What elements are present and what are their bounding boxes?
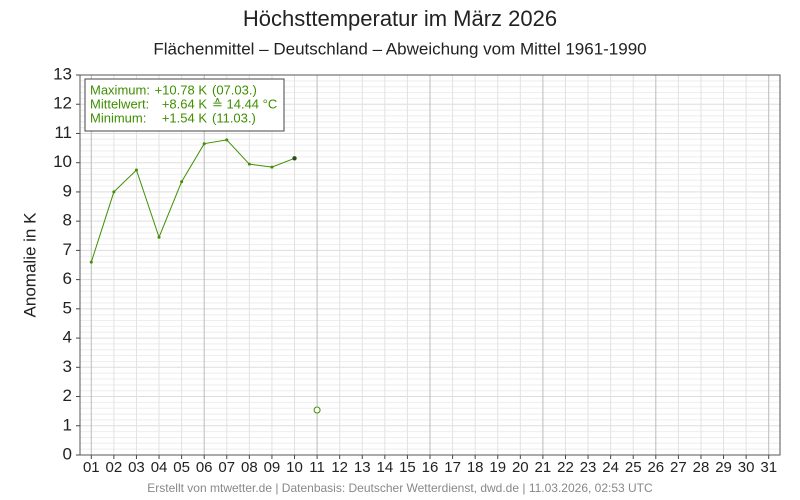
data-point bbox=[112, 190, 116, 194]
y-tick-label: 3 bbox=[63, 357, 72, 376]
x-tick-label: 17 bbox=[444, 459, 461, 476]
data-point bbox=[134, 168, 138, 172]
info-label: Mittelwert: bbox=[90, 96, 149, 111]
x-tick-label: 31 bbox=[760, 459, 777, 476]
x-tick-label: 05 bbox=[173, 459, 190, 476]
data-point bbox=[89, 260, 93, 264]
data-point bbox=[157, 235, 161, 239]
x-tick-label: 18 bbox=[467, 459, 484, 476]
x-tick-label: 08 bbox=[241, 459, 258, 476]
y-tick-label: 0 bbox=[63, 444, 72, 463]
y-tick-label: 5 bbox=[63, 298, 72, 317]
x-tick-label: 27 bbox=[670, 459, 687, 476]
data-point bbox=[292, 156, 297, 161]
data-point bbox=[247, 162, 251, 166]
data-point bbox=[202, 142, 206, 146]
x-tick-label: 29 bbox=[715, 459, 732, 476]
y-tick-label: 1 bbox=[63, 415, 72, 434]
x-tick-label: 15 bbox=[399, 459, 416, 476]
info-extra: (11.03.) bbox=[212, 110, 256, 125]
y-tick-label: 12 bbox=[53, 94, 72, 113]
x-tick-label: 21 bbox=[535, 459, 552, 476]
data-point bbox=[270, 165, 274, 169]
y-tick-label: 11 bbox=[54, 123, 72, 142]
x-tick-label: 30 bbox=[738, 459, 755, 476]
y-tick-label: 4 bbox=[63, 328, 72, 347]
y-tick-label: 9 bbox=[63, 181, 72, 200]
info-box bbox=[84, 78, 285, 132]
y-tick-label: 8 bbox=[63, 211, 72, 230]
x-tick-label: 09 bbox=[264, 459, 281, 476]
chart-title: Höchsttemperatur im März 2026 bbox=[243, 6, 557, 31]
x-tick-label: 23 bbox=[580, 459, 597, 476]
x-tick-label: 04 bbox=[151, 459, 168, 476]
chart-subtitle: Flächenmittel – Deutschland – Abweichung… bbox=[153, 39, 646, 58]
x-tick-label: 14 bbox=[376, 459, 393, 476]
y-tick-label: 7 bbox=[63, 240, 72, 259]
y-tick-label: 13 bbox=[53, 64, 72, 83]
y-tick-label: 2 bbox=[63, 386, 72, 405]
x-tick-label: 03 bbox=[128, 459, 145, 476]
x-tick-label: 25 bbox=[625, 459, 642, 476]
plot-border bbox=[79, 74, 781, 456]
x-tick-label: 16 bbox=[422, 459, 439, 476]
info-extra: ≙ 14.44 °C bbox=[212, 96, 277, 111]
x-tick-label: 06 bbox=[196, 459, 213, 476]
x-tick-label: 24 bbox=[602, 459, 619, 476]
data-point bbox=[313, 406, 321, 414]
x-tick-label: 19 bbox=[489, 459, 506, 476]
x-tick-label: 28 bbox=[693, 459, 710, 476]
y-tick-label: 10 bbox=[53, 152, 72, 171]
info-label: Minimum: bbox=[90, 110, 146, 125]
data-point bbox=[180, 180, 184, 184]
x-tick-label: 02 bbox=[106, 459, 123, 476]
x-tick-label: 22 bbox=[557, 459, 574, 476]
x-tick-label: 07 bbox=[218, 459, 235, 476]
x-tick-label: 20 bbox=[512, 459, 529, 476]
x-tick-label: 01 bbox=[83, 459, 100, 476]
x-tick-label: 12 bbox=[331, 459, 348, 476]
info-value: +8.64 K bbox=[162, 96, 208, 111]
x-tick-label: 26 bbox=[647, 459, 664, 476]
y-tick-label: 6 bbox=[63, 269, 72, 288]
x-tick-label: 10 bbox=[286, 459, 303, 476]
data-line bbox=[90, 139, 295, 263]
info-value: +10.78 K bbox=[155, 82, 208, 97]
info-label: Maximum: bbox=[90, 82, 150, 97]
info-value: +1.54 K bbox=[162, 110, 208, 125]
footer: Erstellt von mtwetter.de | Datenbasis: D… bbox=[147, 481, 653, 495]
x-tick-label: 13 bbox=[354, 459, 371, 476]
info-extra: (07.03.) bbox=[212, 82, 257, 97]
y-axis-label: Anomalie in K bbox=[20, 212, 39, 318]
data-point bbox=[225, 138, 229, 142]
x-tick-label: 11 bbox=[309, 459, 325, 476]
